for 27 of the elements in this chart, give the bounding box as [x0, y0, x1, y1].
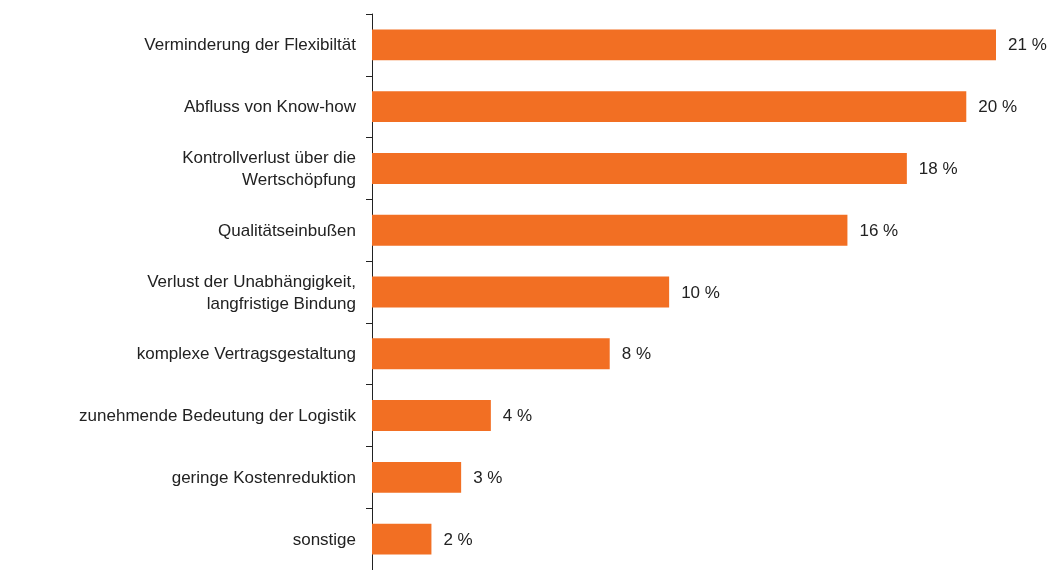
bar [372, 29, 996, 61]
y-tick-label: Verminderung der Flexibiltät [144, 35, 357, 55]
bar [372, 400, 491, 431]
y-tick-label: komplexe Vertragsgestaltung [136, 344, 356, 364]
data-label: 20 % [978, 97, 1018, 117]
bar [372, 153, 907, 184]
bar [372, 461, 462, 493]
y-tick-label: Kontrollverlust über die Wertschöpfung [182, 147, 356, 189]
data-label: 8 % [621, 344, 652, 364]
bar [372, 338, 610, 370]
y-tick-label: zunehmende Bedeutung der Logistik [79, 406, 357, 426]
y-tick-label: geringe Kostenreduktion [171, 467, 356, 487]
bar [372, 91, 967, 123]
y-tick-label: sonstige [292, 529, 356, 549]
bar [372, 214, 848, 246]
y-tick-label: Verlust der Unabhängigkeit, langfristige Bindung [147, 271, 356, 313]
y-tick-label: Qualitätseinbußen [218, 220, 356, 240]
y-tick-label: Abfluss von Know-how [184, 97, 357, 117]
data-label: 18 % [918, 158, 958, 178]
data-label: 16 % [859, 220, 899, 240]
data-label: 3 % [473, 467, 503, 487]
bar [372, 276, 670, 308]
data-label: 2 % [443, 529, 473, 549]
data-label: 10 % [681, 282, 720, 302]
data-label: 21 % [1008, 35, 1047, 55]
data-label: 4 % [502, 406, 533, 426]
bar [372, 523, 432, 555]
